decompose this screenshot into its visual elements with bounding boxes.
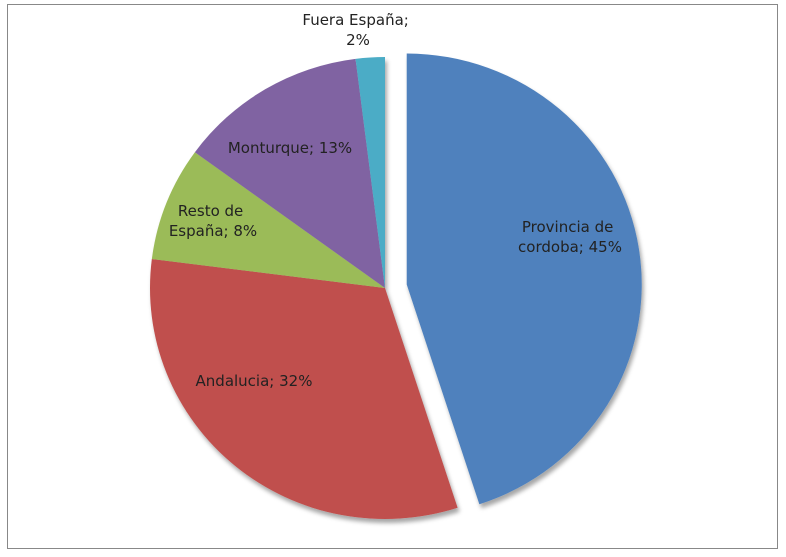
pie-slice — [151, 152, 385, 288]
pie-slice — [149, 259, 458, 519]
data-label: Resto de España; 8% — [169, 202, 257, 240]
pie-slice — [355, 57, 385, 288]
data-label: Andalucia; 32% — [196, 372, 313, 390]
pie — [149, 53, 642, 519]
data-label: Provincia de cordoba; 45% — [518, 218, 622, 256]
data-label: Monturque; 13% — [228, 139, 352, 157]
pie-slice — [406, 53, 642, 505]
data-label: Fuera España; 2% — [302, 11, 413, 49]
pie-slice — [194, 58, 385, 288]
